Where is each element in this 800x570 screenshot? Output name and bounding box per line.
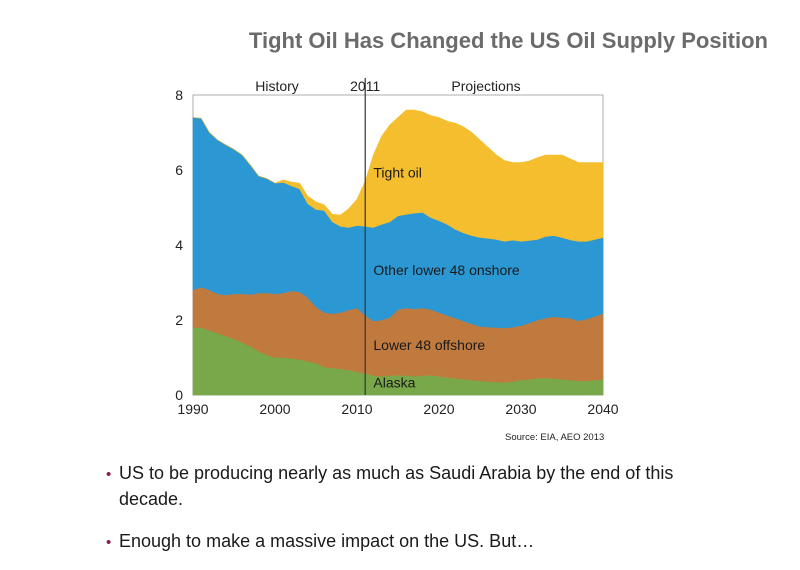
series-areas [192,109,604,396]
slide-title: Tight Oil Has Changed the US Oil Supply … [248,28,768,53]
axes: 0 2 4 6 8 1990 2000 2010 2020 2030 2040 [175,87,619,417]
bullet-list: • US to be producing nearly as much as S… [106,460,706,570]
y-tick-label: 8 [175,87,183,103]
y-tick-label: 4 [175,237,183,253]
chart-annotations: 2011 History Projections Tight oil Other low… [255,78,521,395]
x-tick-label: 2020 [423,401,454,417]
bullet-marker-icon: • [106,466,112,483]
x-tick-label: 1990 [177,401,208,417]
bullet-marker-icon: • [106,534,112,551]
series-label-alaska: Alaska [373,375,415,391]
y-tick-label: 0 [175,387,183,403]
bullet-item: • US to be producing nearly as much as S… [106,460,706,512]
x-tick-label: 2000 [259,401,290,417]
series-label-tight-oil: Tight oil [373,165,422,181]
y-tick-label: 2 [175,312,183,328]
series-label-other-lower-48-onshore: Other lower 48 onshore [373,262,520,278]
x-tick-label: 2010 [341,401,372,417]
divider-label: 2011 [350,78,380,94]
bullet-text: Enough to make a massive impact on the U… [119,531,535,551]
source-note: Source: EIA, AEO 2013 [505,432,605,443]
area-tight-oil [192,109,604,242]
stacked-area-chart: 2011 History Projections Tight oil Other low… [175,78,619,417]
projections-label: Projections [451,78,520,94]
y-tick-label: 6 [175,162,183,178]
x-tick-label: 2030 [505,401,536,417]
history-label: History [255,78,299,94]
x-tick-label: 2040 [587,401,618,417]
series-label-lower-48-offshore: Lower 48 offshore [373,337,485,353]
bullet-item: • Enough to make a massive impact on the… [106,528,706,554]
bullet-text: US to be producing nearly as much as Sau… [119,463,674,509]
